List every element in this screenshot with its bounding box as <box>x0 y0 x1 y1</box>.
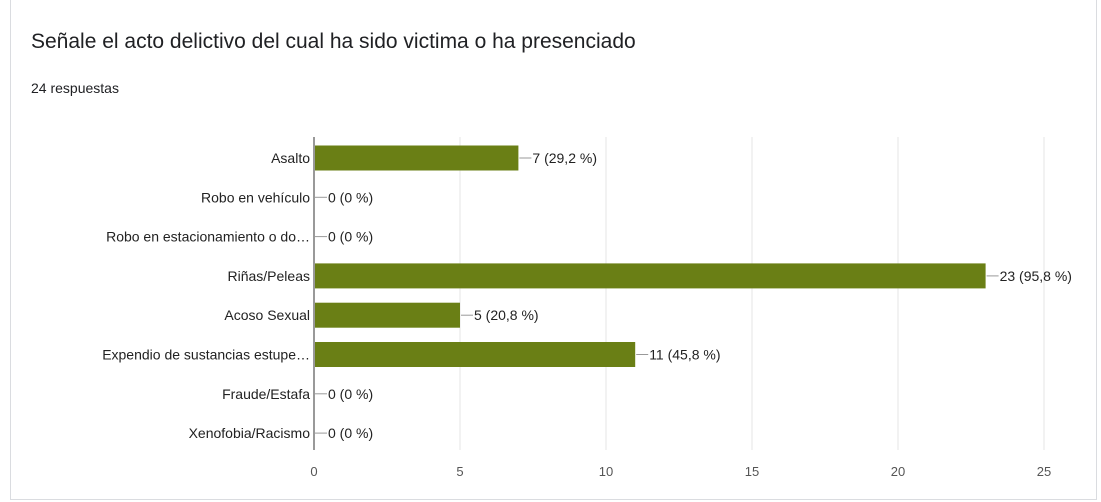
category-label: Riñas/Peleas <box>228 268 311 284</box>
bar <box>315 342 636 367</box>
bar <box>315 145 519 171</box>
data-label: 23 (95,8 %) <box>1000 268 1072 284</box>
category-label: Acoso Sexual <box>224 307 310 323</box>
category-label: Xenofobia/Racismo <box>189 425 311 441</box>
chart-title: Señale el acto delictivo del cual ha sid… <box>31 30 636 53</box>
data-label: 11 (45,8 %) <box>649 347 720 363</box>
x-tick-label: 5 <box>456 464 463 479</box>
category-label: Expendio de sustancias estupe… <box>102 347 310 363</box>
data-label: 0 (0 %) <box>328 386 373 402</box>
data-label: 0 (0 %) <box>328 189 373 205</box>
x-tick-label: 25 <box>1037 464 1051 479</box>
chart-card <box>10 0 1097 500</box>
response-count: 24 respuestas <box>31 80 119 96</box>
category-label: Robo en estacionamiento o do… <box>106 229 310 245</box>
bar <box>315 302 460 328</box>
category-label: Robo en vehículo <box>201 189 310 205</box>
data-label: 0 (0 %) <box>328 425 373 441</box>
category-label: Fraude/Estafa <box>222 386 310 402</box>
data-label: 0 (0 %) <box>328 229 373 245</box>
category-label: Asalto <box>271 150 310 166</box>
data-label: 5 (20,8 %) <box>474 307 539 323</box>
data-label: 7 (29,2 %) <box>532 150 597 166</box>
x-tick-label: 20 <box>891 464 905 479</box>
x-tick-label: 15 <box>745 464 759 479</box>
bar <box>315 263 986 289</box>
x-tick-label: 10 <box>599 464 613 479</box>
x-tick-label: 0 <box>310 464 317 479</box>
